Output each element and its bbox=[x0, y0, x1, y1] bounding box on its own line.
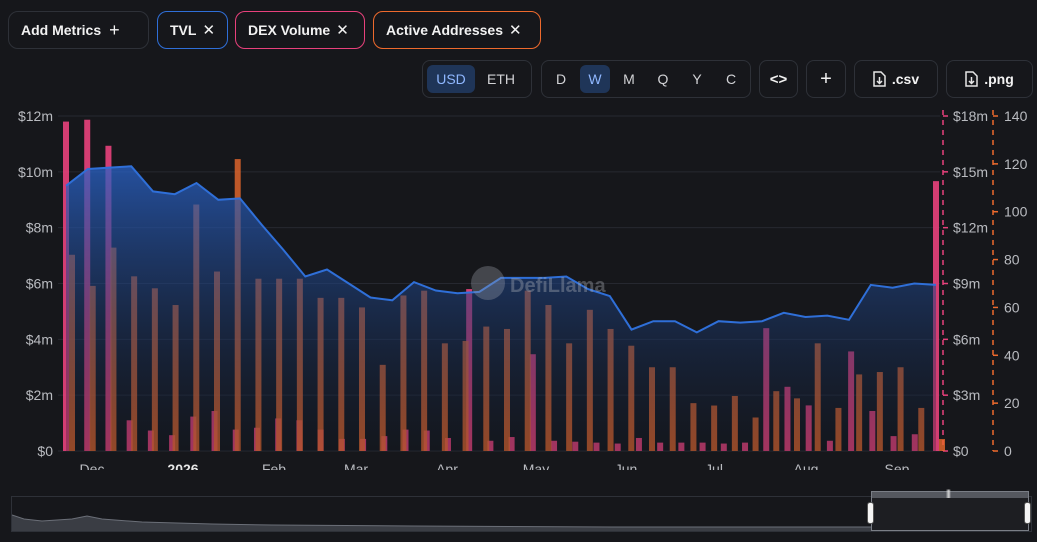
y-left-tick-label: $4m bbox=[26, 331, 53, 347]
watermark: DefiLlama bbox=[471, 266, 606, 300]
x-tick-label: Dec bbox=[80, 461, 105, 470]
metric-chip-tvl[interactable]: TVL ✕ bbox=[157, 11, 228, 49]
y-right2-tick-label: 140 bbox=[1004, 108, 1028, 124]
currency-option-usd[interactable]: USD bbox=[427, 65, 475, 93]
range-drag-bar[interactable] bbox=[872, 492, 1028, 498]
x-tick-label: May bbox=[523, 461, 549, 470]
grip-icon: ||| bbox=[946, 488, 951, 498]
y-right2-tick-label: 40 bbox=[1004, 347, 1020, 363]
metric-chip-label: DEX Volume bbox=[248, 22, 331, 38]
range-selection[interactable]: ||| bbox=[871, 488, 1029, 531]
export-png-button[interactable]: .png bbox=[946, 60, 1033, 98]
interval-option-d[interactable]: D bbox=[555, 71, 567, 87]
y-right1-tick-label: $0 bbox=[953, 443, 969, 459]
plus-icon: + bbox=[820, 67, 832, 90]
y-right1-tick-label: $15m bbox=[953, 164, 988, 180]
tvl-line bbox=[65, 165, 937, 334]
add-metrics-label: Add Metrics bbox=[21, 22, 102, 38]
x-tick-label: Jun bbox=[615, 461, 638, 470]
file-download-icon bbox=[965, 71, 978, 87]
y-right1-tick-label: $3m bbox=[953, 387, 980, 403]
y-right1-tick-label: $9m bbox=[953, 276, 980, 292]
close-icon[interactable]: ✕ bbox=[508, 22, 522, 39]
currency-option-eth[interactable]: ETH bbox=[487, 71, 515, 87]
x-tick-label: Sep bbox=[885, 461, 910, 470]
export-png-label: .png bbox=[984, 71, 1014, 87]
y-left-tick-label: $6m bbox=[26, 276, 53, 292]
active-addresses-bar bbox=[939, 439, 945, 451]
x-tick-label: Aug bbox=[794, 461, 819, 470]
range-preview bbox=[12, 514, 872, 531]
y-right1-tick-label: $6m bbox=[953, 331, 980, 347]
currency-toggle: USD ETH bbox=[422, 60, 532, 98]
y-left-tick-label: $12m bbox=[18, 108, 53, 124]
interval-option-m[interactable]: M bbox=[623, 71, 635, 87]
interval-option-c[interactable]: C bbox=[725, 71, 737, 87]
y-left-tick-label: $2m bbox=[26, 387, 53, 403]
x-tick-label: Jul bbox=[705, 461, 723, 470]
add-metrics-button[interactable]: Add Metrics + bbox=[8, 11, 149, 49]
plus-icon: + bbox=[109, 19, 120, 40]
interval-option-w[interactable]: W bbox=[580, 65, 610, 93]
metric-chip-label: TVL bbox=[170, 22, 197, 38]
y-left-tick-label: $10m bbox=[18, 164, 53, 180]
range-slider[interactable]: ||| bbox=[11, 488, 1032, 532]
y-left-tick-label: $8m bbox=[26, 220, 53, 236]
export-csv-label: .csv bbox=[891, 71, 920, 87]
export-csv-button[interactable]: .csv bbox=[854, 60, 938, 98]
y-right2-tick-label: 60 bbox=[1004, 299, 1020, 315]
y-left-tick-label: $0 bbox=[37, 443, 53, 459]
tvl-area bbox=[66, 166, 936, 452]
x-tick-label: 2026 bbox=[167, 461, 198, 470]
interval-option-y[interactable]: Y bbox=[692, 71, 702, 87]
watermark-text: DefiLlama bbox=[510, 275, 606, 297]
x-tick-label: Mar bbox=[344, 461, 368, 470]
file-download-icon bbox=[873, 71, 886, 87]
interval-toggle: D W M Q Y C bbox=[541, 60, 751, 98]
y-right1-tick-label: $12m bbox=[953, 220, 988, 236]
embed-button[interactable]: <> bbox=[759, 60, 798, 98]
y-right2-tick-label: 100 bbox=[1004, 204, 1028, 220]
close-icon[interactable]: ✕ bbox=[202, 22, 216, 39]
range-handle-left[interactable] bbox=[867, 502, 874, 524]
x-tick-label: Feb bbox=[262, 461, 286, 470]
metric-chip-label: Active Addresses bbox=[386, 22, 503, 38]
defillama-logo-icon bbox=[471, 266, 505, 300]
code-icon: <> bbox=[769, 70, 788, 88]
range-handle-right[interactable] bbox=[1024, 502, 1031, 524]
metric-chip-active-addresses[interactable]: Active Addresses ✕ bbox=[373, 11, 541, 49]
y-right2-tick-label: 0 bbox=[1004, 443, 1012, 459]
add-chart-button[interactable]: + bbox=[806, 60, 846, 98]
metrics-chart: $0 $2m $4m $6m $8m $10m $12m $0 $3m $6m $9m $12m $1… bbox=[18, 108, 1028, 470]
x-tick-label: Apr bbox=[436, 461, 458, 470]
y-right2-tick-label: 120 bbox=[1004, 156, 1028, 172]
y-right1-tick-label: $18m bbox=[953, 108, 988, 124]
interval-option-q[interactable]: Q bbox=[657, 71, 669, 87]
metric-chip-dex-volume[interactable]: DEX Volume ✕ bbox=[235, 11, 365, 49]
close-icon[interactable]: ✕ bbox=[336, 22, 349, 39]
y-right2-tick-label: 80 bbox=[1004, 252, 1020, 268]
y-right2-tick-label: 20 bbox=[1004, 395, 1020, 411]
